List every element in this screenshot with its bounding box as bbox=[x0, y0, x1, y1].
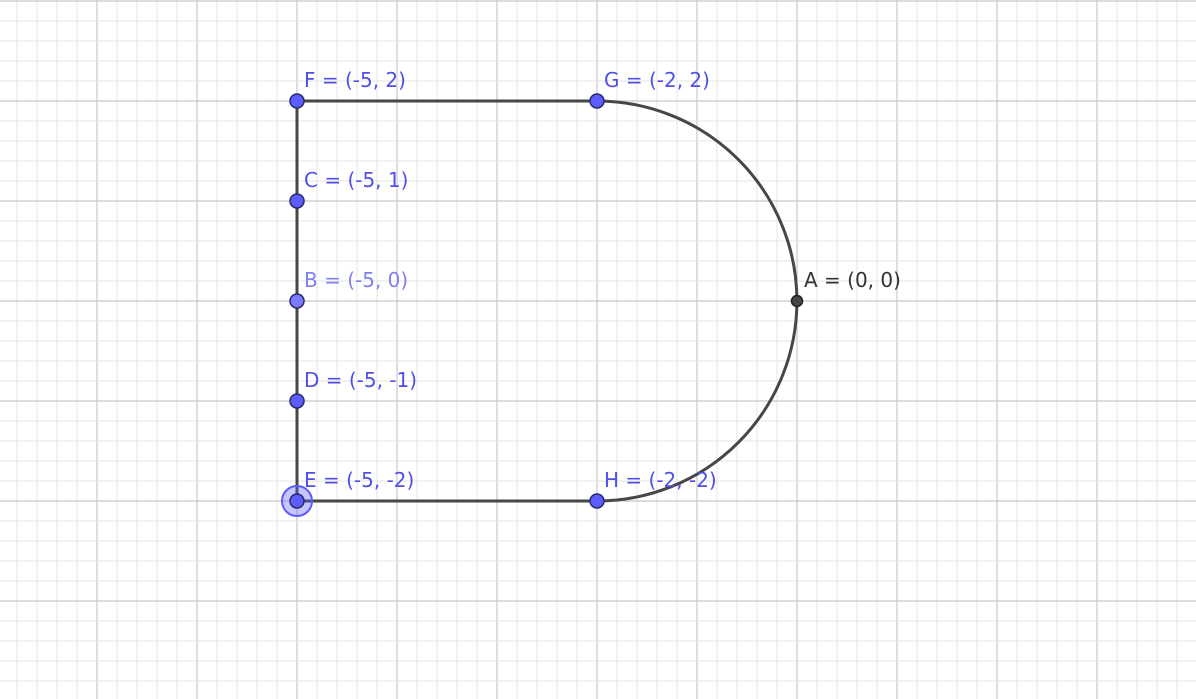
point-c[interactable] bbox=[289, 193, 305, 209]
point-a[interactable] bbox=[790, 294, 804, 308]
point-e-label: E = (-5, -2) bbox=[304, 468, 414, 492]
point-f-label: F = (-5, 2) bbox=[304, 68, 406, 92]
point-d[interactable] bbox=[289, 393, 305, 409]
point-g[interactable] bbox=[589, 93, 605, 109]
point-g-label: G = (-2, 2) bbox=[604, 68, 710, 92]
point-d-label: D = (-5, -1) bbox=[304, 368, 417, 392]
point-h-label: H = (-2, -2) bbox=[604, 468, 717, 492]
point-b-label: B = (-5, 0) bbox=[304, 268, 408, 292]
point-e[interactable] bbox=[289, 493, 305, 509]
points-layer bbox=[281, 93, 804, 517]
labels-layer: F = (-5, 2) G = (-2, 2) C = (-5, 1) B = (-5… bbox=[304, 68, 901, 492]
point-f[interactable] bbox=[289, 93, 305, 109]
point-h[interactable] bbox=[589, 493, 605, 509]
point-a-label: A = (0, 0) bbox=[804, 268, 901, 292]
point-c-label: C = (-5, 1) bbox=[304, 168, 408, 192]
point-b[interactable] bbox=[289, 293, 305, 309]
